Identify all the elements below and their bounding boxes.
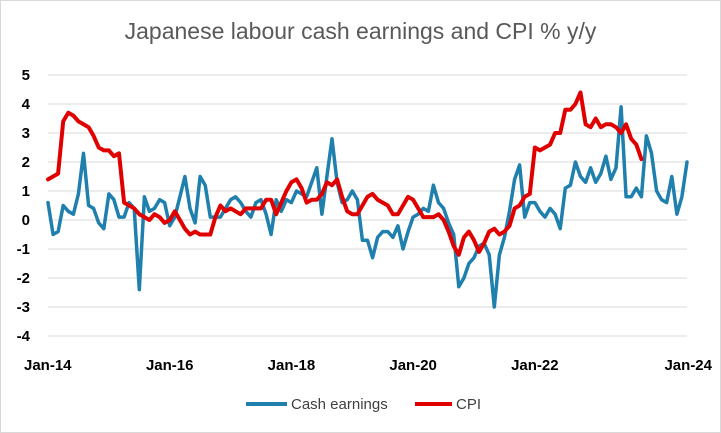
x-axis-tick-labels: Jan-14 Jan-16 Jan-18 Jan-20 Jan-22 Jan-24 xyxy=(24,357,713,374)
y-tick-label: -4 xyxy=(17,328,31,345)
gridlines xyxy=(48,74,687,337)
x-tick-label: Jan-24 xyxy=(664,357,712,374)
series-lines xyxy=(46,90,689,309)
x-tick-label: Jan-20 xyxy=(389,357,437,374)
series-line-cash-earnings xyxy=(46,105,689,309)
legend: Cash earnings CPI xyxy=(246,396,481,413)
chart-title: Japanese labour cash earnings and CPI % … xyxy=(124,18,597,44)
x-tick-label: Jan-22 xyxy=(511,357,559,374)
y-tick-label: -2 xyxy=(17,270,30,287)
x-tick-label: Jan-14 xyxy=(24,357,72,374)
y-tick-label: 0 xyxy=(22,212,30,229)
y-tick-label: 4 xyxy=(22,96,31,113)
y-tick-label: 5 xyxy=(22,67,30,84)
x-tick-label: Jan-18 xyxy=(268,357,316,374)
y-tick-label: 3 xyxy=(22,125,30,142)
y-tick-label: -3 xyxy=(17,299,30,316)
y-tick-label: -1 xyxy=(17,241,30,258)
y-tick-label: 2 xyxy=(22,154,30,171)
y-tick-label: 1 xyxy=(22,183,30,200)
legend-label: CPI xyxy=(456,396,481,413)
legend-label: Cash earnings xyxy=(291,396,388,413)
series-line-cpi xyxy=(46,90,644,257)
x-tick-label: Jan-16 xyxy=(146,357,194,374)
y-axis-tick-labels: 5 4 3 2 1 0 -1 -2 -3 -4 xyxy=(17,67,31,345)
